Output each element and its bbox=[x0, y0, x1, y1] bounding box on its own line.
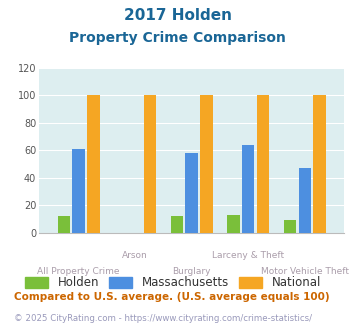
Text: Property Crime Comparison: Property Crime Comparison bbox=[69, 31, 286, 45]
Text: Motor Vehicle Theft: Motor Vehicle Theft bbox=[261, 267, 349, 276]
Bar bbox=[185, 153, 198, 233]
Bar bbox=[284, 220, 296, 233]
Bar bbox=[58, 216, 70, 233]
Bar bbox=[171, 216, 183, 233]
Bar bbox=[257, 95, 269, 233]
Bar bbox=[242, 145, 255, 233]
Bar bbox=[144, 95, 156, 233]
Bar bbox=[87, 95, 99, 233]
Bar bbox=[313, 95, 326, 233]
Bar bbox=[72, 149, 85, 233]
Bar bbox=[227, 215, 240, 233]
Bar bbox=[299, 168, 311, 233]
Text: Compared to U.S. average. (U.S. average equals 100): Compared to U.S. average. (U.S. average … bbox=[14, 292, 330, 302]
Text: © 2025 CityRating.com - https://www.cityrating.com/crime-statistics/: © 2025 CityRating.com - https://www.city… bbox=[14, 314, 312, 323]
Text: All Property Crime: All Property Crime bbox=[37, 267, 120, 276]
Bar bbox=[200, 95, 213, 233]
Text: 2017 Holden: 2017 Holden bbox=[124, 8, 231, 23]
Text: Arson: Arson bbox=[122, 251, 148, 260]
Text: Burglary: Burglary bbox=[173, 267, 211, 276]
Legend: Holden, Massachusetts, National: Holden, Massachusetts, National bbox=[20, 272, 326, 294]
Text: Larceny & Theft: Larceny & Theft bbox=[212, 251, 284, 260]
